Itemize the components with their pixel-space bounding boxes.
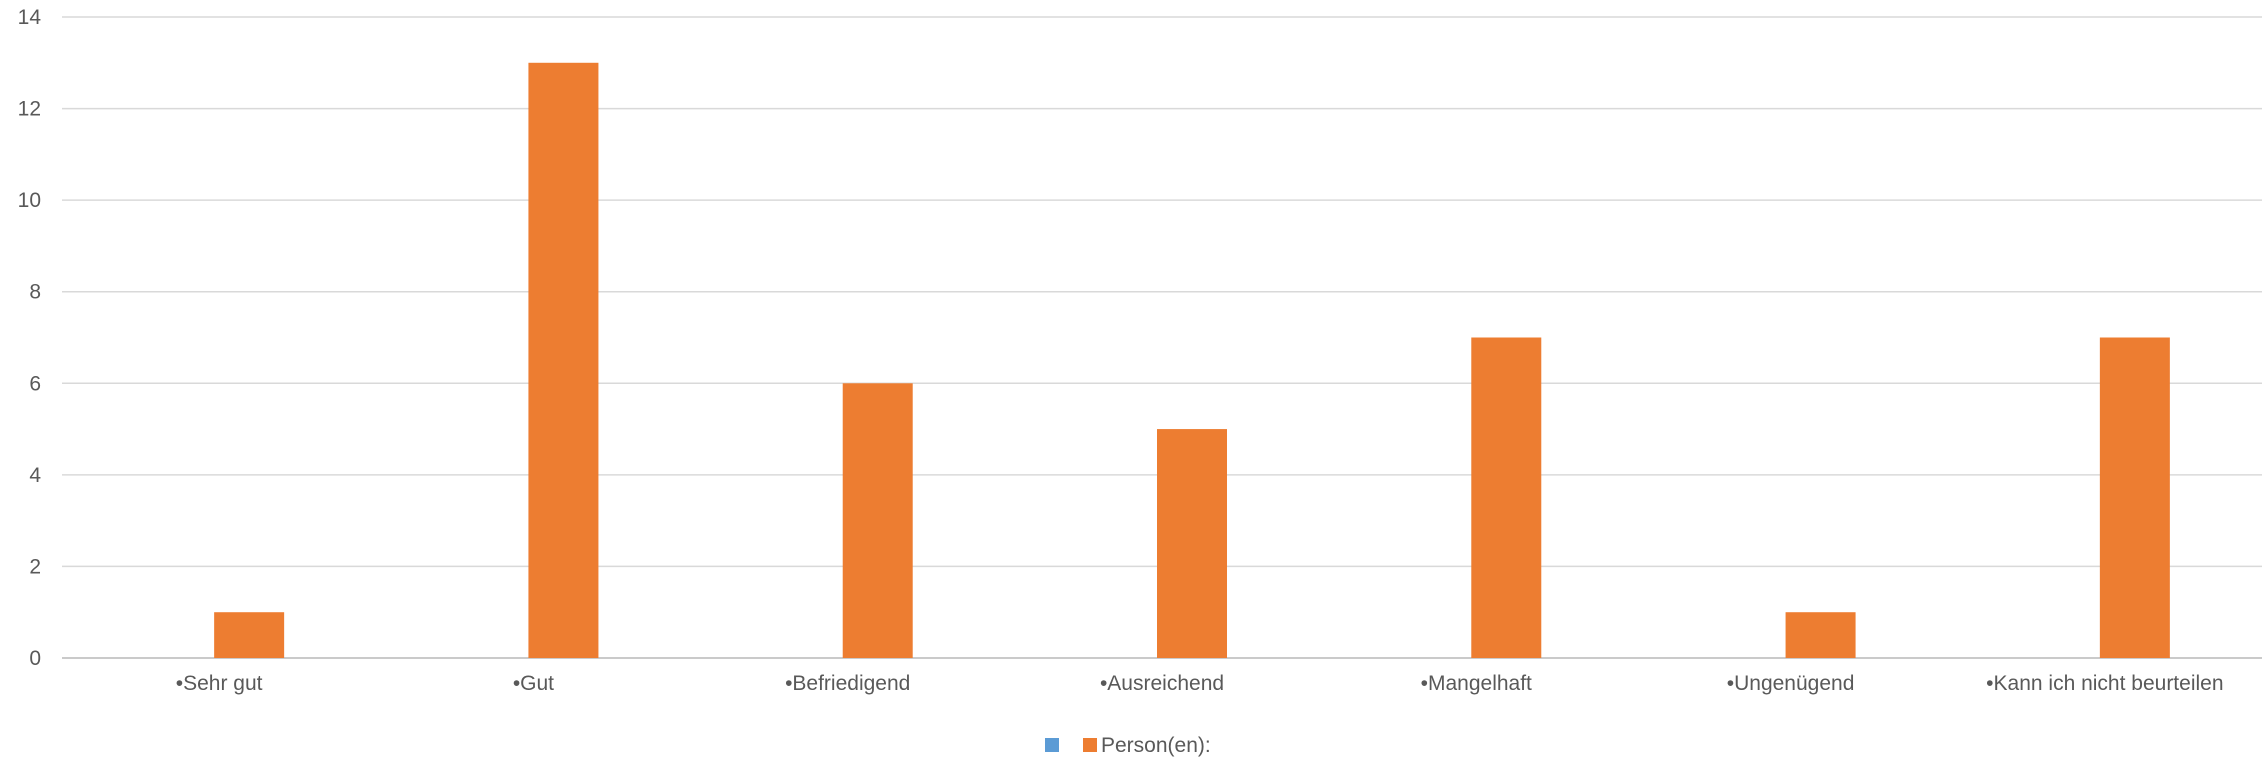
x-axis-ticks: •Sehr gut •Gut •Befriedigend •Ausreichend •M… (176, 672, 2224, 695)
y-tick-label: 10 (18, 189, 41, 212)
x-tick-label: •Gut (513, 672, 554, 695)
x-tick-label: •Sehr gut (176, 672, 263, 695)
y-axis-ticks: 0 2 4 6 8 10 12 14 (18, 6, 42, 670)
x-tick-label: •Mangelhaft (1421, 672, 1532, 695)
legend: Person(en): (1045, 734, 1211, 757)
bar (214, 612, 285, 658)
bar (528, 62, 599, 659)
legend-label: Person(en): (1101, 734, 1211, 757)
y-tick-label: 4 (29, 464, 41, 487)
x-tick-label: •Ausreichend (1100, 672, 1224, 695)
bar (1157, 429, 1227, 658)
x-tick-label: •Kann ich nicht beurteilen (1986, 672, 2223, 695)
x-tick-label: •Ungenügend (1727, 672, 1855, 695)
legend-swatch (1045, 738, 1059, 752)
bars (214, 62, 2170, 659)
y-tick-label: 12 (18, 98, 41, 121)
legend-swatch (1083, 738, 1097, 752)
bar (1471, 337, 1542, 658)
y-tick-label: 0 (29, 647, 41, 670)
x-tick-label: •Befriedigend (785, 672, 910, 695)
y-tick-label: 8 (29, 281, 41, 304)
bar (2099, 337, 2170, 658)
y-tick-label: 2 (29, 555, 41, 578)
y-tick-label: 14 (18, 6, 42, 29)
bar (842, 383, 913, 658)
y-tick-label: 6 (29, 372, 41, 395)
bar (1785, 612, 1856, 658)
